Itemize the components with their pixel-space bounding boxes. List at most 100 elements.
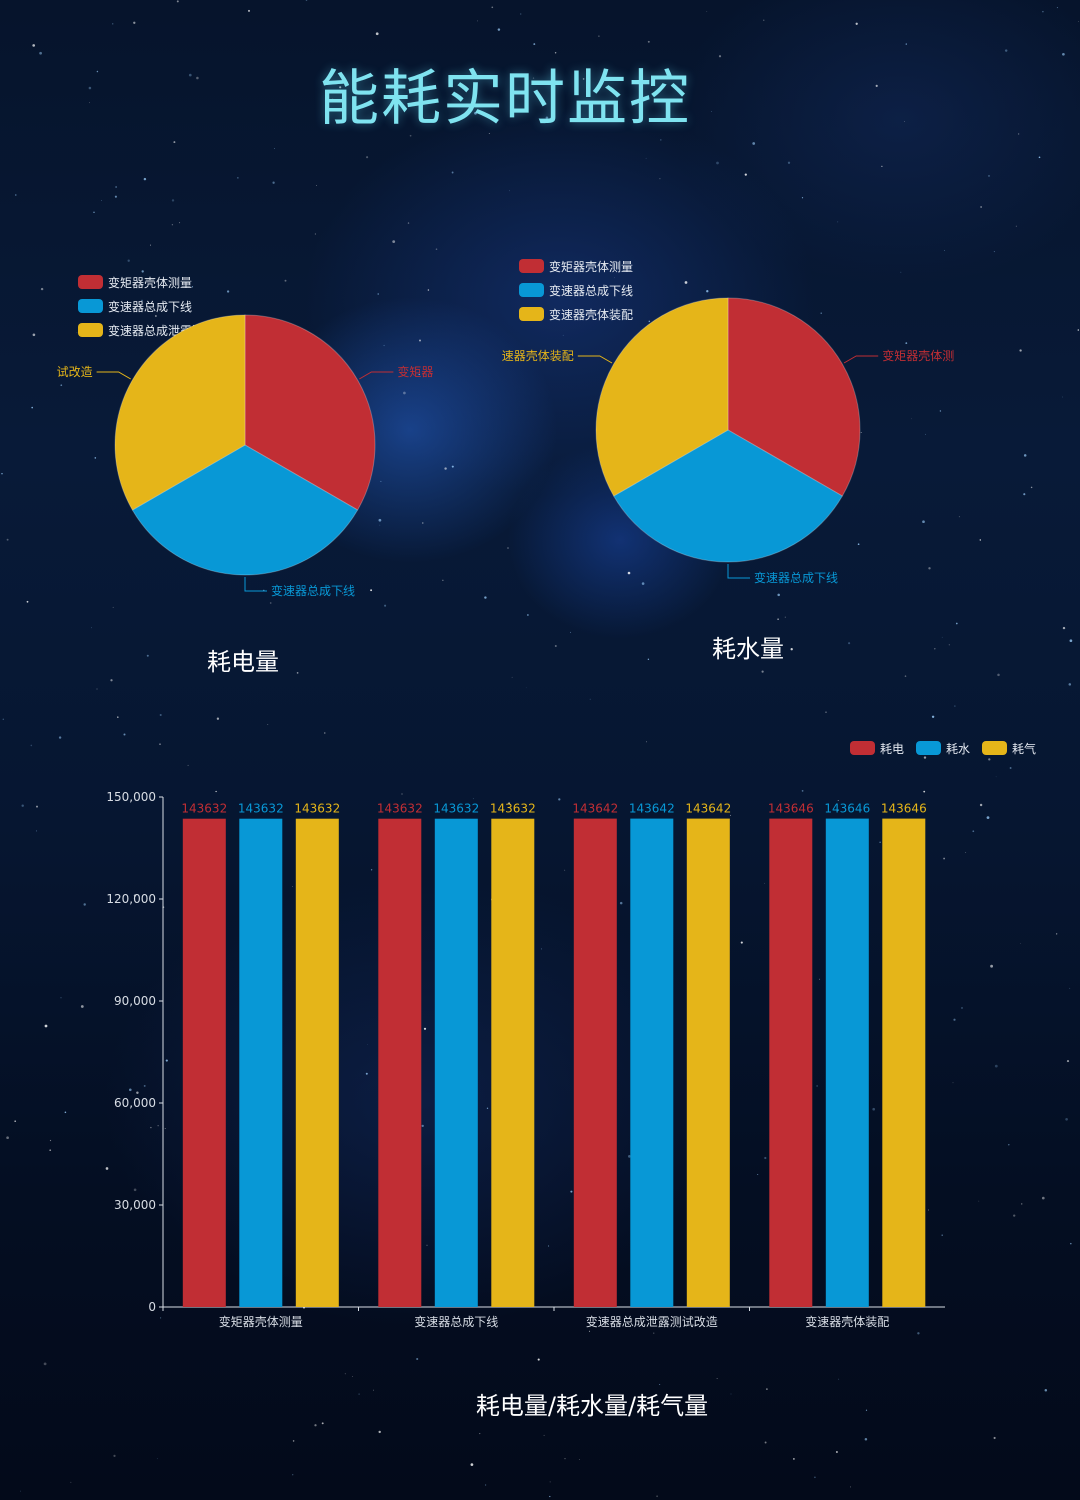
bar[interactable] [239,818,283,1307]
star [171,224,174,226]
y-tick-label: 150,000 [106,790,156,804]
star [176,0,179,3]
bar[interactable] [686,818,730,1307]
pie1-label-line [359,371,394,380]
star [21,804,24,807]
pie1-legend-item[interactable]: 变矩器壳体测量 [78,270,240,294]
bar[interactable] [882,818,926,1307]
bar-chart-legend-item[interactable]: 耗水 [916,740,970,756]
star [787,161,791,164]
star [1069,987,1071,989]
star [979,539,982,541]
bar[interactable] [491,818,535,1307]
star [864,1438,868,1441]
star [114,195,117,198]
pie1-slice[interactable] [114,314,246,511]
star [527,614,529,616]
star [1020,943,1022,945]
star [35,830,37,832]
bar-value-label: 143632 [181,802,227,816]
pie1-slice[interactable] [244,314,376,511]
star [904,121,905,122]
star [165,1059,168,1062]
star [435,248,438,250]
bar[interactable] [630,818,674,1307]
pie1-label-line [244,577,267,592]
y-tick-label: 120,000 [106,892,156,906]
star [900,271,902,273]
star [997,673,1000,677]
bar[interactable] [182,818,226,1307]
star [905,342,908,344]
bar[interactable] [434,818,478,1307]
star [485,1484,487,1486]
star [392,240,396,243]
star [314,233,316,235]
star [127,284,129,286]
bar[interactable] [295,818,339,1307]
star [875,84,878,87]
star [1056,7,1058,9]
star [112,23,114,25]
star [820,312,822,314]
pie2-slice[interactable] [612,429,844,563]
pie2-legend-item[interactable]: 变速器壳体装配 [519,302,633,326]
star [763,19,765,21]
pie1-slice-label: 变速器总成下线 [271,583,355,598]
star [537,1358,540,1361]
star [6,1136,9,1140]
star [88,86,92,90]
star [1015,225,1018,227]
legend-swatch [78,275,103,289]
star [911,418,912,420]
bar[interactable] [769,818,813,1307]
pie2-legend-item[interactable]: 变矩器壳体测量 [519,254,633,278]
star [694,1408,696,1410]
star [872,1107,876,1111]
star [923,756,927,759]
bar-chart-legend-item[interactable]: 耗电 [850,740,904,756]
pie2-slice[interactable] [727,297,861,497]
star [986,816,990,819]
pie2-slice[interactable] [595,297,729,497]
star [373,1389,374,1391]
bar-chart-legend-item[interactable]: 耗气 [982,740,1036,756]
pie2-legend-item[interactable]: 变速器总成下线 [519,278,633,302]
star [648,320,651,323]
star [49,1139,52,1142]
star [941,1234,943,1236]
star [366,156,369,159]
bar[interactable] [573,818,617,1307]
star [43,1362,47,1366]
star [133,21,136,24]
star [972,830,975,833]
star [980,206,982,208]
bar[interactable] [378,818,422,1307]
star [141,270,144,273]
star [1066,1060,1070,1063]
star [1023,454,1027,457]
star [324,732,326,734]
star [881,165,883,168]
x-tick-label: 变速器壳体装配 [805,1314,889,1329]
pie1-legend-item[interactable]: 变速器总成下线 [78,294,240,318]
star [558,798,561,801]
star [20,1490,21,1492]
star [89,102,90,104]
star [112,606,114,608]
star [1009,767,1012,769]
star [351,1376,353,1378]
pie2-slice-label: 变矩器壳体测 [882,348,954,363]
star [851,810,853,812]
bar[interactable] [825,818,869,1307]
star [1078,20,1079,22]
star [793,1458,795,1460]
star [904,675,907,677]
star [150,1126,152,1129]
star [764,1441,767,1444]
star [127,259,130,262]
pie1-slice[interactable] [131,444,359,576]
star [472,798,474,800]
star [110,679,113,682]
